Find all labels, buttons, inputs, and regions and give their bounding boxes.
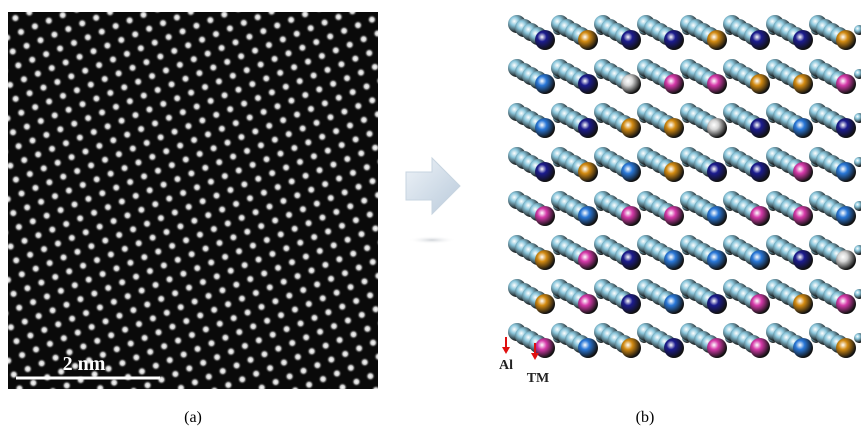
atom: [750, 294, 770, 314]
atom: [578, 74, 598, 94]
atom: [535, 206, 555, 226]
al-atom: [854, 157, 861, 167]
atom: [664, 338, 684, 358]
atom: [578, 250, 598, 270]
scale-bar-label: 2 nm: [63, 353, 106, 375]
atom: [621, 118, 641, 138]
al-label: Al: [499, 358, 513, 373]
atom: [578, 30, 598, 50]
al-atom: [854, 289, 861, 299]
hrtem-image: [8, 12, 378, 389]
atom: [621, 338, 641, 358]
atom: [578, 162, 598, 182]
atom: [836, 162, 856, 182]
atom: [664, 118, 684, 138]
atom: [621, 30, 641, 50]
atom: [535, 30, 555, 50]
atom: [535, 250, 555, 270]
atom: [836, 206, 856, 226]
atom: [535, 118, 555, 138]
atom: [793, 30, 813, 50]
al-atom: [854, 245, 861, 255]
atom: [621, 206, 641, 226]
atom: [578, 118, 598, 138]
atom: [578, 294, 598, 314]
tm-label: TM: [527, 371, 550, 386]
figure: 2 nm Al TM (a) (b): [0, 0, 861, 432]
atom: [664, 30, 684, 50]
atom: [707, 162, 727, 182]
atom: [621, 74, 641, 94]
atom: [535, 294, 555, 314]
atom: [707, 118, 727, 138]
atom: [836, 338, 856, 358]
atom-model: [508, 15, 861, 358]
arrow-shadow: [408, 236, 456, 244]
atom: [750, 30, 770, 50]
al-atom: [854, 201, 861, 211]
atom: [535, 338, 555, 358]
atom: [793, 250, 813, 270]
atom: [750, 74, 770, 94]
atom: [836, 250, 856, 270]
atom: [707, 294, 727, 314]
atom: [836, 74, 856, 94]
atom: [793, 206, 813, 226]
atom: [664, 250, 684, 270]
atom: [836, 30, 856, 50]
atom: [578, 338, 598, 358]
atom: [793, 162, 813, 182]
al-atom: [854, 25, 861, 35]
atom: [750, 206, 770, 226]
atom: [621, 294, 641, 314]
atom: [793, 118, 813, 138]
atom: [750, 162, 770, 182]
atom: [750, 250, 770, 270]
tm-pointer-head: [531, 353, 539, 360]
atom: [707, 30, 727, 50]
al-atom: [854, 113, 861, 123]
atom: [707, 338, 727, 358]
al-atom: [854, 69, 861, 79]
atom: [621, 250, 641, 270]
atom: [664, 294, 684, 314]
atom: [707, 250, 727, 270]
caption-a: (a): [184, 409, 202, 426]
atom: [836, 118, 856, 138]
atom: [664, 74, 684, 94]
al-atom: [854, 333, 861, 343]
atom: [707, 74, 727, 94]
atom: [707, 206, 727, 226]
atom: [664, 206, 684, 226]
caption-b: (b): [636, 409, 655, 426]
al-pointer-head: [502, 347, 510, 354]
atom: [535, 74, 555, 94]
atom: [664, 162, 684, 182]
atom: [793, 294, 813, 314]
atom: [793, 74, 813, 94]
atom: [836, 294, 856, 314]
atom: [750, 118, 770, 138]
arrow: [406, 158, 460, 214]
atom: [750, 338, 770, 358]
atom: [535, 162, 555, 182]
atom: [793, 338, 813, 358]
atom: [578, 206, 598, 226]
atom: [621, 162, 641, 182]
